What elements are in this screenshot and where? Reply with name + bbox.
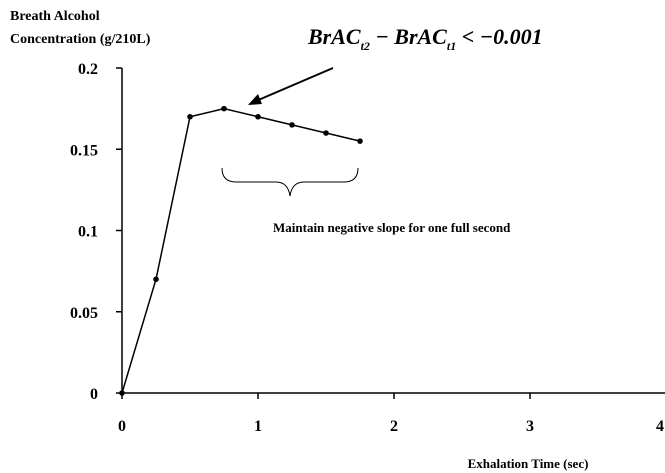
data-point xyxy=(153,276,159,283)
x-tick-label: 2 xyxy=(390,418,398,435)
data-point xyxy=(221,105,227,112)
arrow-head xyxy=(248,94,262,105)
x-tick-label: 1 xyxy=(254,418,262,435)
data-line xyxy=(121,107,361,394)
data-point xyxy=(255,113,261,120)
annotation: Maintain negative slope for one full sec… xyxy=(273,220,511,235)
y-tick-label: 0 xyxy=(90,386,98,403)
y-tick-label: 0.05 xyxy=(70,305,98,322)
x-tick-label: 0 xyxy=(118,418,126,435)
formula-part: < −0.001 xyxy=(456,24,542,49)
formula-subscript: t2 xyxy=(361,39,370,53)
data-point xyxy=(119,390,125,396)
y-axis-label: Breath Alcohol xyxy=(10,9,100,24)
y-tick-label: 0.1 xyxy=(78,224,98,241)
brace xyxy=(221,167,359,197)
formula-subscript: t1 xyxy=(447,39,456,53)
x-tick-label: 3 xyxy=(526,418,534,435)
data-point xyxy=(323,130,329,136)
y-tick-label: 0.2 xyxy=(78,61,98,78)
formula-part: BrAC xyxy=(307,24,361,49)
data-point xyxy=(357,138,363,144)
data-point xyxy=(289,122,295,128)
data-point xyxy=(187,113,193,120)
formula-part: − BrAC xyxy=(370,24,447,49)
arrow xyxy=(255,67,334,102)
y-tick-label: 0.15 xyxy=(70,142,98,159)
x-axis-label: Exhalation Time (sec) xyxy=(468,456,589,471)
y-axis-label: Concentration (g/210L) xyxy=(10,32,151,47)
x-tick-label: 4 xyxy=(656,418,664,435)
formula: BrACt2 − BrACt1 < −0.001 xyxy=(307,24,543,53)
